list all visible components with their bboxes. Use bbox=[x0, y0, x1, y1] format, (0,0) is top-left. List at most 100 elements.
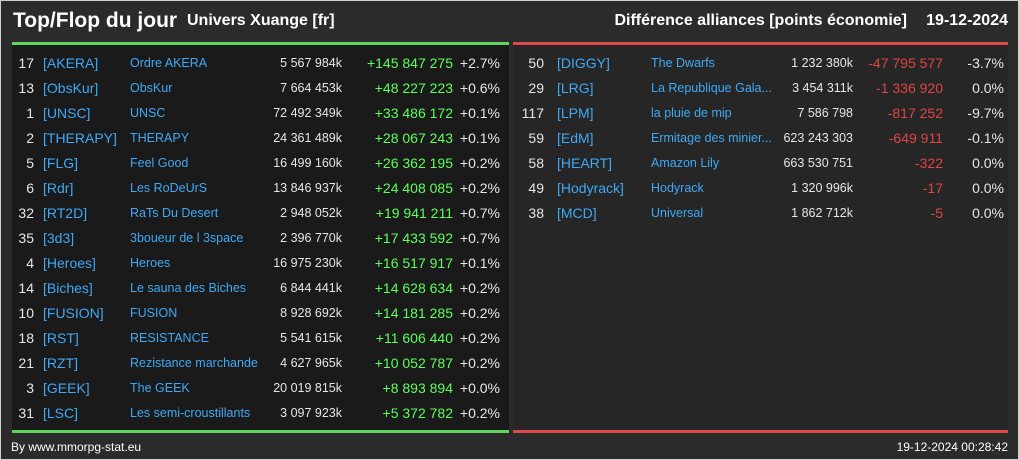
list-item: 13 [ObsKur] ObsKur 7 664 453k +48 227 223 +0.… bbox=[12, 76, 509, 101]
alliance-tag-link[interactable]: [UNSC] bbox=[43, 105, 91, 121]
alliance-points-total: 3 454 311k bbox=[792, 81, 853, 95]
alliance-name-link[interactable]: Le sauna des Biches bbox=[130, 281, 247, 295]
report-date: 19-12-2024 bbox=[926, 12, 1008, 29]
alliance-name-link[interactable]: La Republique Gala... bbox=[651, 81, 772, 95]
alliance-rank: 49 bbox=[528, 180, 544, 196]
alliance-tag-link[interactable]: [ObsKur] bbox=[43, 80, 99, 96]
alliance-rank: 1 bbox=[26, 105, 34, 121]
alliance-tag-link[interactable]: [FUSION] bbox=[43, 305, 104, 321]
alliance-rank: 4 bbox=[26, 255, 34, 271]
percent-change: +0.2% bbox=[459, 155, 500, 171]
report-subtitle: Différence alliances [points économie] bbox=[614, 12, 907, 29]
alliance-points-total: 8 928 692k bbox=[280, 306, 342, 320]
alliance-points-total: 20 019 815k bbox=[273, 381, 342, 395]
alliance-name-link[interactable]: Heroes bbox=[130, 256, 171, 270]
alliance-points-total: 663 530 751 bbox=[783, 156, 853, 170]
alliance-rank: 59 bbox=[528, 130, 544, 146]
points-difference: +14 628 634 bbox=[374, 280, 453, 296]
alliance-name-link[interactable]: Feel Good bbox=[130, 156, 189, 170]
percent-change: 0.0% bbox=[972, 155, 1004, 171]
list-item: 50 [DIGGY] The Dwarfs 1 232 380k -47 795 577… bbox=[513, 51, 1008, 76]
alliance-name-link[interactable]: Rezistance marchande bbox=[130, 356, 258, 370]
alliance-name-link[interactable]: The GEEK bbox=[130, 381, 190, 395]
percent-change: -0.1% bbox=[967, 130, 1004, 146]
alliance-tag-link[interactable]: [RT2D] bbox=[43, 205, 88, 221]
alliance-name-link[interactable]: Ermitage des minier... bbox=[651, 131, 772, 145]
alliance-tag-link[interactable]: [AKERA] bbox=[43, 55, 99, 71]
list-item: 117 [LPM] la pluie de mip 7 586 798 -817 252… bbox=[513, 101, 1008, 126]
alliance-tag-link[interactable]: [LRG] bbox=[557, 80, 594, 96]
alliance-rank: 21 bbox=[18, 355, 34, 371]
alliance-name-link[interactable]: RaTs Du Desert bbox=[130, 206, 219, 220]
alliance-tag-link[interactable]: [RZT] bbox=[43, 355, 78, 371]
alliance-points-total: 16 499 160k bbox=[273, 156, 342, 170]
points-difference: +5 372 782 bbox=[382, 405, 453, 421]
alliance-points-total: 13 846 937k bbox=[273, 181, 342, 195]
list-item: 17 [AKERA] Ordre AKERA 5 567 984k +145 847 2… bbox=[12, 51, 509, 76]
alliance-tag-link[interactable]: [HEART] bbox=[557, 155, 612, 171]
alliance-tag-link[interactable]: [MCD] bbox=[557, 205, 597, 221]
alliance-name-link[interactable]: UNSC bbox=[130, 106, 166, 120]
list-item: 32 [RT2D] RaTs Du Desert 2 948 052k +19 941 … bbox=[12, 201, 509, 226]
alliance-tag-link[interactable]: [Heroes] bbox=[43, 255, 96, 271]
server-name: Univers Xuange [fr] bbox=[187, 12, 335, 29]
alliance-tag-link[interactable]: [Biches] bbox=[43, 280, 93, 296]
alliance-tag-link[interactable]: [Rdr] bbox=[43, 180, 74, 196]
alliance-tag-link[interactable]: [EdM] bbox=[557, 130, 594, 146]
alliance-tag-link[interactable]: [LSC] bbox=[43, 405, 79, 421]
alliance-tag-link[interactable]: [THERAPY] bbox=[43, 130, 117, 146]
alliance-name-link[interactable]: The Dwarfs bbox=[651, 56, 715, 70]
list-item: 21 [RZT] Rezistance marchande 4 627 965k +10… bbox=[12, 351, 509, 376]
alliance-name-link[interactable]: Ordre AKERA bbox=[130, 56, 208, 70]
alliance-rank: 38 bbox=[528, 205, 544, 221]
alliance-rank: 117 bbox=[521, 105, 544, 121]
alliance-name-link[interactable]: 3boueur de l 3space bbox=[130, 231, 244, 245]
alliance-name-link[interactable]: Hodyrack bbox=[651, 181, 704, 195]
alliance-tag-link[interactable]: [Hodyrack] bbox=[557, 180, 624, 196]
alliance-tag-link[interactable]: [GEEK] bbox=[43, 380, 90, 396]
alliance-name-link[interactable]: ObsKur bbox=[130, 81, 173, 95]
alliance-points-total: 1 862 712k bbox=[791, 206, 853, 220]
header: Top/Flop du jour Univers Xuange [fr] Dif… bbox=[1, 1, 1018, 41]
alliance-points-total: 16 975 230k bbox=[273, 256, 342, 270]
top-losers-list: 50 [DIGGY] The Dwarfs 1 232 380k -47 795 577… bbox=[513, 51, 1008, 226]
points-difference: -817 252 bbox=[887, 105, 943, 121]
percent-change: +0.2% bbox=[459, 405, 500, 421]
alliance-tag-link[interactable]: [FLG] bbox=[43, 155, 79, 171]
percent-change: -3.7% bbox=[967, 55, 1004, 71]
alliance-name-link[interactable]: Les RoDeUrS bbox=[130, 181, 208, 195]
percent-change: 0.0% bbox=[972, 180, 1004, 196]
percent-change: +0.1% bbox=[459, 255, 500, 271]
points-difference: +19 941 211 bbox=[375, 205, 453, 221]
list-item: 31 [LSC] Les semi-croustillants 3 097 923k +… bbox=[12, 401, 509, 426]
alliance-tag-link[interactable]: [LPM] bbox=[557, 105, 594, 121]
list-item: 29 [LRG] La Republique Gala... 3 454 311k -1… bbox=[513, 76, 1008, 101]
alliance-rank: 31 bbox=[18, 405, 34, 421]
alliance-tag-link[interactable]: [3d3] bbox=[43, 230, 75, 246]
alliance-points-total: 4 627 965k bbox=[280, 356, 342, 370]
percent-change: +2.7% bbox=[459, 55, 500, 71]
alliance-name-link[interactable]: Amazon Lily bbox=[651, 156, 720, 170]
alliance-name-link[interactable]: la pluie de mip bbox=[651, 106, 732, 120]
alliance-name-link[interactable]: Universal bbox=[651, 206, 704, 220]
percent-change: -9.7% bbox=[967, 105, 1004, 121]
points-difference: +14 181 285 bbox=[374, 305, 453, 321]
alliance-points-total: 1 232 380k bbox=[791, 56, 853, 70]
list-item: 18 [RST] RESISTANCE 5 541 615k +11 606 440 +0… bbox=[12, 326, 509, 351]
alliance-rank: 32 bbox=[18, 205, 34, 221]
points-difference: -5 bbox=[930, 205, 943, 221]
alliance-tag-link[interactable]: [DIGGY] bbox=[557, 55, 610, 71]
alliance-points-total: 623 243 303 bbox=[783, 131, 853, 145]
points-difference: -649 911 bbox=[888, 130, 943, 146]
top-gainers-panel: 17 [AKERA] Ordre AKERA 5 567 984k +145 847 2… bbox=[12, 42, 509, 433]
list-item: 49 [Hodyrack] Hodyrack 1 320 996k -17 0.0% bbox=[513, 176, 1008, 201]
alliance-name-link[interactable]: FUSION bbox=[130, 306, 178, 320]
alliance-name-link[interactable]: RESISTANCE bbox=[130, 331, 209, 345]
generated-timestamp: 19-12-2024 00:28:42 bbox=[896, 440, 1008, 454]
percent-change: +0.1% bbox=[459, 130, 500, 146]
alliance-name-link[interactable]: Les semi-croustillants bbox=[130, 406, 251, 420]
alliance-points-total: 7 586 798 bbox=[797, 106, 853, 120]
alliance-tag-link[interactable]: [RST] bbox=[43, 330, 79, 346]
alliance-name-link[interactable]: THERAPY bbox=[130, 131, 190, 145]
